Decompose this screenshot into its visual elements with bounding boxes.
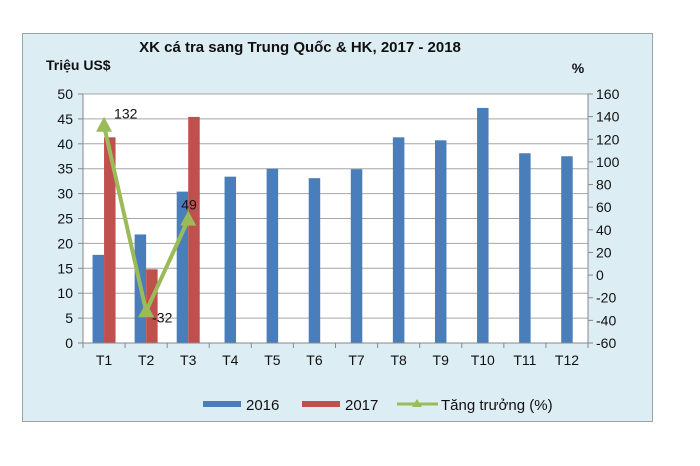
y2-tick-label: -20 bbox=[596, 290, 616, 306]
x-tick-label: T9 bbox=[433, 352, 450, 368]
legend-label: Tăng trưởng (%) bbox=[441, 397, 553, 414]
growth-data-label: 49 bbox=[181, 197, 197, 213]
bar-2016-T12 bbox=[561, 156, 573, 343]
x-tick-label: T12 bbox=[555, 352, 579, 368]
bar-2016-T7 bbox=[350, 169, 363, 343]
y2-axis-label: % bbox=[572, 60, 585, 76]
y-tick-label: 5 bbox=[65, 310, 73, 326]
x-tick-label: T7 bbox=[348, 352, 365, 368]
y2-tick-label: -60 bbox=[596, 335, 616, 351]
bar-2016-T3 bbox=[176, 191, 189, 343]
y-tick-label: 20 bbox=[57, 235, 73, 251]
chart-title: XK cá tra sang Trung Quốc & HK, 2017 - 2… bbox=[139, 39, 461, 56]
bar-2016-T5 bbox=[266, 168, 279, 343]
y-tick-label: 30 bbox=[57, 186, 73, 202]
y-tick-label: 25 bbox=[57, 211, 73, 227]
y-tick-label: 40 bbox=[57, 136, 73, 152]
y-tick-label: 15 bbox=[57, 260, 73, 276]
growth-marker bbox=[96, 116, 113, 132]
bar-2016-T9 bbox=[434, 140, 447, 343]
y2-tick-label: 80 bbox=[596, 177, 612, 193]
y2-tick-label: 0 bbox=[596, 267, 604, 283]
x-tick-label: T4 bbox=[222, 352, 239, 368]
x-tick-label: T11 bbox=[513, 352, 536, 368]
x-tick-label: T2 bbox=[138, 352, 155, 368]
y2-tick-label: 60 bbox=[596, 199, 612, 215]
y2-tick-label: 120 bbox=[596, 131, 620, 147]
x-tick-label: T5 bbox=[264, 352, 281, 368]
y-tick-label: 50 bbox=[57, 86, 73, 102]
y2-tick-label: 160 bbox=[596, 86, 620, 102]
y2-tick-label: 20 bbox=[596, 244, 612, 260]
y2-tick-label: 100 bbox=[596, 154, 620, 170]
y2-tick-label: 40 bbox=[596, 222, 612, 238]
y-tick-label: 0 bbox=[65, 335, 73, 351]
bar-2017-T2 bbox=[146, 269, 158, 343]
y-tick-label: 45 bbox=[57, 111, 73, 127]
growth-marker bbox=[138, 302, 155, 318]
bar-2016-T11 bbox=[519, 153, 531, 343]
y-tick-label: 10 bbox=[57, 285, 73, 301]
y2-tick-label: 140 bbox=[596, 109, 620, 125]
legend-swatch bbox=[302, 401, 340, 407]
x-tick-label: T10 bbox=[471, 352, 495, 368]
bar-2017-T1 bbox=[104, 137, 116, 343]
y2-tick-label: -40 bbox=[596, 312, 616, 328]
growth-data-label: 132 bbox=[114, 106, 138, 122]
legend-label: 2016 bbox=[246, 397, 279, 414]
legend-label: 2017 bbox=[345, 397, 378, 414]
x-tick-label: T6 bbox=[306, 352, 323, 368]
growth-data-label: -32 bbox=[152, 309, 172, 325]
growth-marker bbox=[180, 210, 197, 226]
y-tick-label: 35 bbox=[57, 161, 73, 177]
legend-marker bbox=[412, 399, 422, 407]
bar-2017-T3 bbox=[188, 116, 200, 344]
y-axis-label: Triệu US$ bbox=[46, 57, 111, 73]
x-tick-label: T1 bbox=[96, 352, 113, 368]
x-tick-label: T3 bbox=[180, 352, 197, 368]
bar-2016-T4 bbox=[224, 176, 237, 343]
bar-2016-T8 bbox=[392, 137, 405, 343]
bar-2016-T6 bbox=[308, 178, 321, 343]
x-tick-label: T8 bbox=[390, 352, 407, 368]
bar-2016-T1 bbox=[92, 254, 105, 343]
legend-swatch bbox=[203, 401, 241, 407]
bar-2016-T10 bbox=[477, 107, 489, 343]
